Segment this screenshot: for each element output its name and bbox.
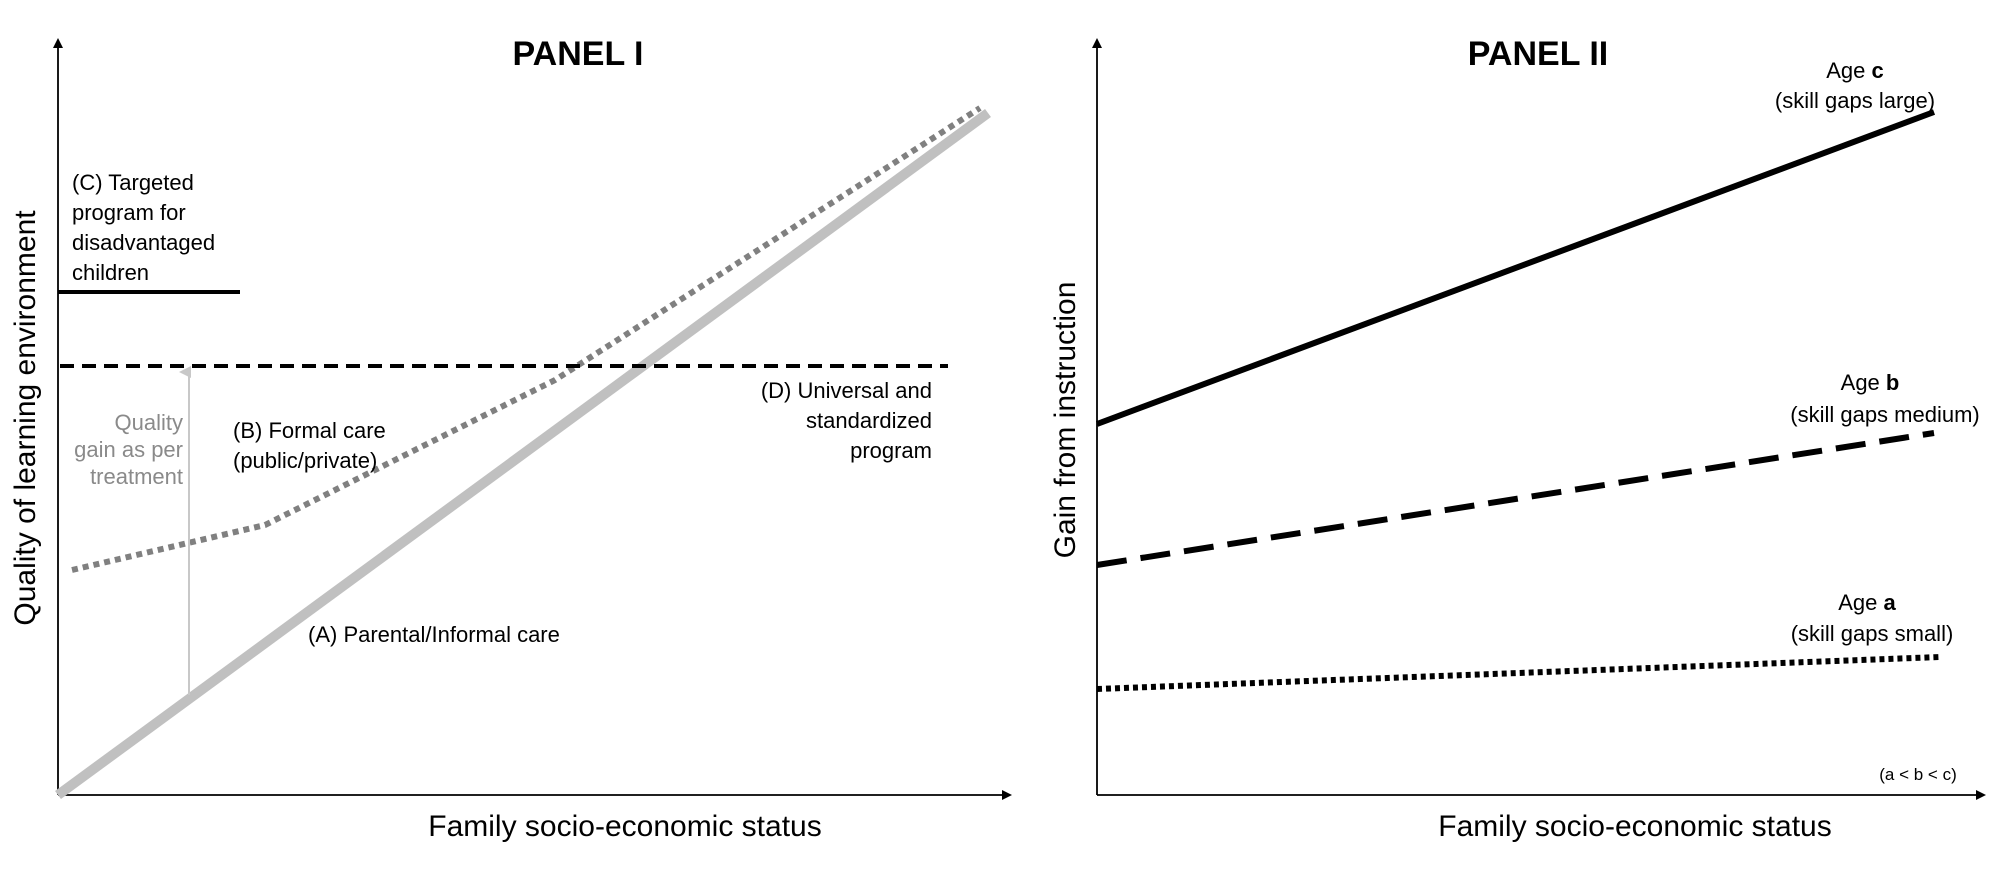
age-a-title: Age a	[1838, 590, 1896, 615]
series-a-line	[55, 108, 991, 800]
panel-1-x-axis-label: Family socio-economic status	[428, 810, 821, 843]
age-order-note: (a < b < c)	[1879, 765, 1956, 784]
age-c-line	[1095, 109, 1936, 427]
series-b-line	[71, 105, 982, 573]
series-c-label-4: children	[72, 260, 149, 285]
series-c-label-1: (C) Targeted	[72, 170, 194, 195]
series-c-label-3: disadvantaged	[72, 230, 215, 255]
quality-gain-label-1: Quality	[115, 410, 183, 435]
series-a-label: (A) Parental/Informal care	[308, 622, 560, 647]
panel-2-y-axis-label: Gain from instruction	[1049, 282, 1082, 559]
series-c-label-2: program for	[72, 200, 186, 225]
panel-1: PANEL I Family socio-economic status Qua…	[9, 35, 1012, 843]
quality-gain-label-2: gain as per	[74, 437, 183, 462]
panel-1-y-axis-label: Quality of learning environment	[9, 210, 42, 626]
age-b-desc: (skill gaps medium)	[1790, 402, 1980, 427]
age-a-line	[1096, 654, 1941, 692]
panel-2-title: PANEL II	[1468, 35, 1608, 73]
panel-2-x-axis-label: Family socio-economic status	[1438, 810, 1831, 843]
age-c-title: Age c	[1826, 58, 1884, 83]
age-b-title: Age b	[1841, 370, 1900, 395]
series-b-label-2: (public/private)	[233, 448, 377, 473]
age-c-desc: (skill gaps large)	[1775, 88, 1935, 113]
panel-2: PANEL II Family socio-economic status Ga…	[1049, 35, 1986, 843]
age-a-desc: (skill gaps small)	[1791, 621, 1954, 646]
age-b-line	[1096, 430, 1935, 568]
quality-gain-label-3: treatment	[90, 464, 183, 489]
series-b-label-1: (B) Formal care	[233, 418, 386, 443]
series-d-label-2: standardized	[806, 408, 932, 433]
panel-1-title: PANEL I	[513, 35, 644, 73]
series-d-label-3: program	[850, 438, 932, 463]
series-d-label-1: (D) Universal and	[761, 378, 932, 403]
